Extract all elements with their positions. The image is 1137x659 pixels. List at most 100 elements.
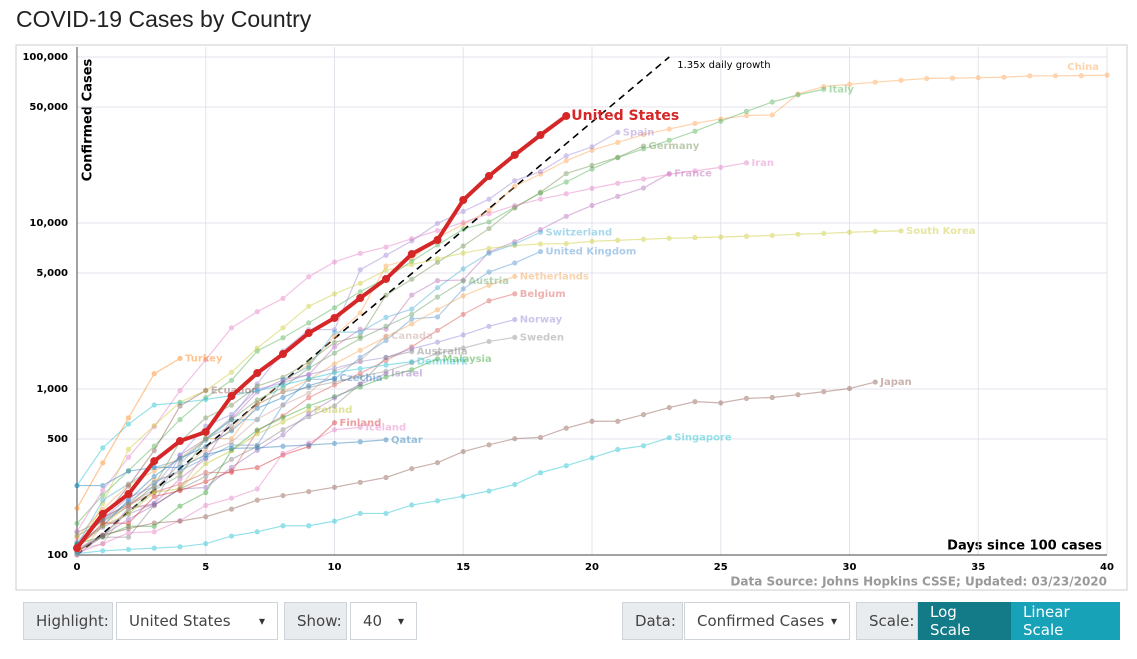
series-line <box>76 373 387 550</box>
data-point <box>383 354 389 361</box>
data-point <box>254 427 260 433</box>
data-point <box>177 355 183 361</box>
x-tick-label: 10 <box>328 562 342 573</box>
data-point <box>821 230 827 237</box>
data-point <box>357 250 363 256</box>
data-point <box>640 412 647 418</box>
data-point <box>666 170 672 177</box>
series-label: Belgium <box>520 289 566 300</box>
data-point <box>1052 73 1059 79</box>
data-point <box>460 221 466 228</box>
data-point <box>254 465 260 471</box>
data-point <box>203 436 209 442</box>
data-point <box>331 344 338 350</box>
data-point <box>331 305 338 311</box>
data-point <box>409 292 415 298</box>
data-point <box>383 323 389 329</box>
data-point <box>124 490 133 499</box>
data-point <box>74 552 80 558</box>
series-line <box>76 336 515 533</box>
data-point <box>434 350 441 356</box>
data-point <box>280 427 286 433</box>
data-point <box>306 407 312 413</box>
series: Italy <box>74 84 854 527</box>
data-point <box>615 139 621 146</box>
data-point <box>460 311 466 317</box>
data-point <box>512 203 518 209</box>
data-point <box>177 544 183 550</box>
data-point <box>151 520 157 526</box>
scale-button[interactable]: Linear Scale <box>1011 602 1120 640</box>
data-point <box>460 277 466 283</box>
scale-button[interactable]: Log Scale <box>918 602 1011 640</box>
data-point <box>357 333 363 339</box>
data-point <box>254 389 260 395</box>
data-point <box>151 424 157 430</box>
data-point <box>795 92 801 98</box>
data-point <box>228 411 235 418</box>
series: Singapore <box>74 433 732 557</box>
x-tick-label: 15 <box>456 562 470 573</box>
y-axis-label: Confirmed Cases <box>81 58 96 181</box>
data-point <box>434 314 441 320</box>
show-select[interactable]: 40 <box>350 602 417 640</box>
data-point <box>100 460 106 466</box>
data-point <box>615 193 621 199</box>
data-point <box>74 534 80 540</box>
data-point <box>151 402 157 408</box>
highlight-select[interactable]: United States <box>116 602 278 640</box>
data-point <box>306 488 312 495</box>
show-label: Show: <box>284 602 347 640</box>
data-point <box>177 476 183 482</box>
data-point <box>743 108 750 114</box>
data-point <box>280 413 286 419</box>
data-point <box>254 417 260 423</box>
data-point <box>1001 74 1007 80</box>
source-note: Data Source: Johns Hopkins CSSE; Updated… <box>730 575 1107 589</box>
page-title: COVID-19 Cases by Country <box>16 6 312 32</box>
data-point <box>331 376 338 382</box>
data-point <box>306 377 312 383</box>
data-point <box>125 530 132 536</box>
data-point <box>512 481 518 488</box>
data-point <box>125 523 132 529</box>
data-point <box>74 552 80 558</box>
series-line <box>76 377 335 545</box>
series: Japan <box>74 377 912 555</box>
data-point <box>151 483 157 489</box>
data-point <box>177 518 183 524</box>
data-point <box>280 325 286 331</box>
data-point <box>743 112 750 119</box>
series-line <box>77 439 387 487</box>
data-point <box>409 360 415 366</box>
data-point <box>433 235 442 244</box>
series: Qatar <box>74 435 423 489</box>
data-point <box>100 524 106 530</box>
data-point <box>459 195 468 204</box>
data-point <box>512 205 518 211</box>
data-point <box>357 310 363 316</box>
series-line <box>76 409 310 548</box>
data-point <box>743 160 750 166</box>
data-point <box>280 379 286 385</box>
data-point <box>692 168 698 174</box>
data-point <box>589 166 595 172</box>
data-point <box>486 249 492 255</box>
data-point <box>434 356 441 362</box>
data-point <box>306 384 312 391</box>
data-point <box>177 400 183 406</box>
data-select[interactable]: Confirmed Cases <box>684 602 850 640</box>
series-line <box>76 231 541 546</box>
data-point <box>769 232 775 239</box>
data-point <box>331 382 338 388</box>
data-point <box>434 307 441 313</box>
data-point <box>228 506 235 512</box>
data-point <box>563 158 569 164</box>
data-point <box>486 250 492 256</box>
data-point <box>357 329 363 335</box>
data-point <box>227 392 236 401</box>
series-label: Switzerland <box>546 227 613 238</box>
series-label: Ecuador <box>211 385 257 396</box>
data-point <box>125 421 132 427</box>
data-point <box>125 502 132 508</box>
